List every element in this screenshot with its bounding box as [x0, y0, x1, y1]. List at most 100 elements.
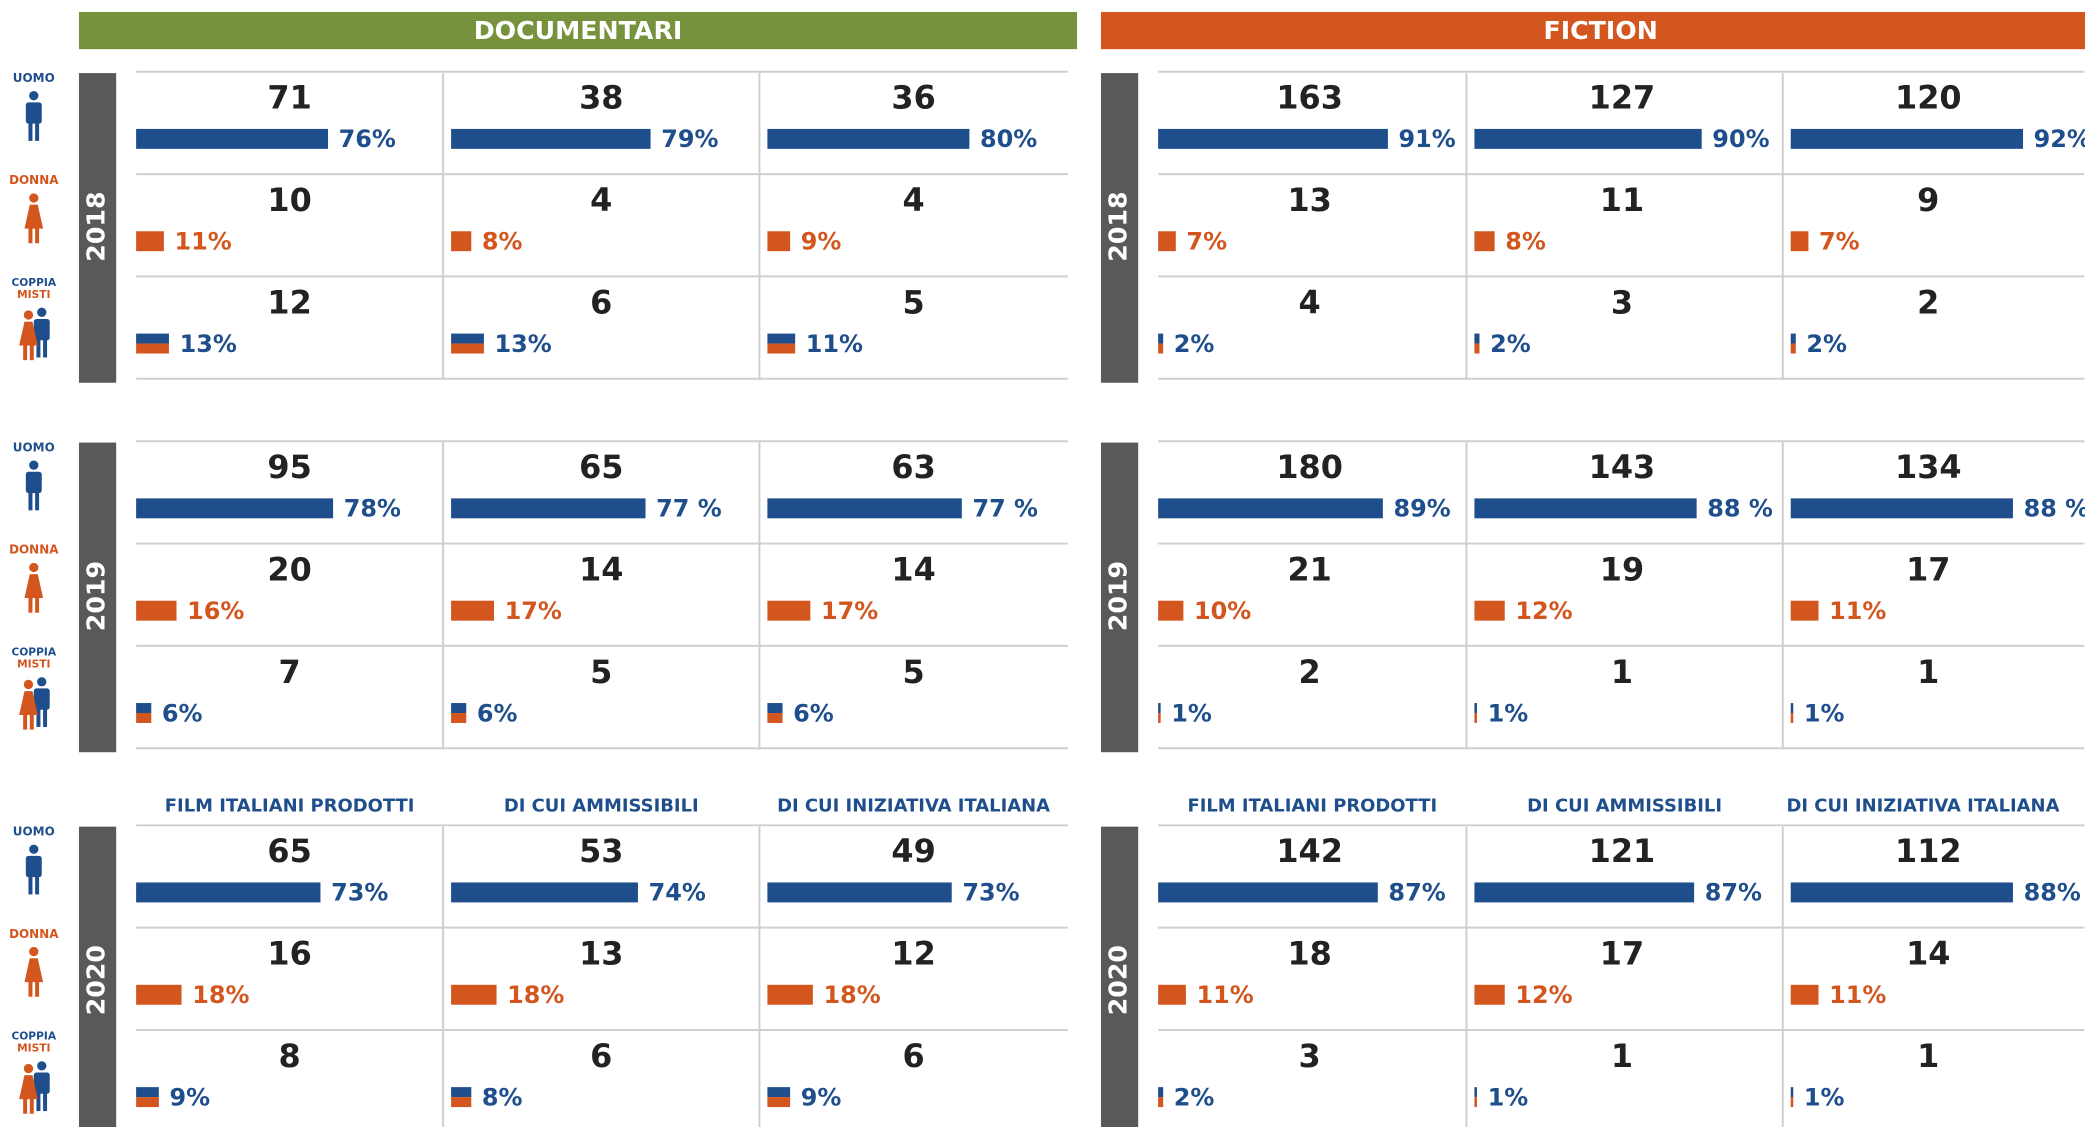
bar — [1790, 882, 2013, 903]
count: 14 — [891, 550, 935, 588]
count: 53 — [579, 832, 623, 870]
year-label: 2020 — [82, 945, 111, 1015]
pct-label: 18% — [192, 981, 249, 1009]
bar — [451, 498, 646, 519]
row-label: MISTI — [17, 1042, 50, 1055]
row-label: UOMO — [13, 440, 55, 454]
row-label: UOMO — [13, 71, 55, 85]
row-label: MISTI — [17, 658, 50, 671]
count: 10 — [267, 181, 311, 219]
pct-label: 7% — [1819, 228, 1860, 256]
icon-body — [24, 204, 44, 229]
bar-top — [136, 1087, 159, 1098]
pct-label: 9% — [801, 1083, 842, 1111]
count: 3 — [1299, 1037, 1321, 1075]
icon-body — [19, 691, 38, 716]
icon-head — [29, 946, 39, 957]
icon-head — [23, 310, 34, 320]
bar — [451, 128, 651, 149]
bar-bottom — [1474, 713, 1477, 723]
bar — [1790, 128, 2024, 149]
year-label: 2018 — [82, 191, 111, 261]
bar-bottom — [767, 1097, 791, 1108]
count: 5 — [590, 653, 612, 691]
pct-label: 88% — [2024, 879, 2081, 907]
bar-bottom — [451, 343, 484, 354]
icon-body — [25, 471, 42, 494]
count: 127 — [1589, 79, 1656, 117]
pct-label: 73% — [962, 879, 1019, 907]
pct-label: 11% — [1829, 981, 1886, 1009]
count: 142 — [1276, 832, 1343, 870]
count: 180 — [1276, 448, 1343, 486]
icon-leg — [28, 594, 33, 613]
column-header: DI CUI AMMISSIBILI — [504, 796, 699, 817]
bar — [1474, 984, 1505, 1005]
count: 6 — [590, 1037, 612, 1075]
bar-top — [451, 703, 467, 714]
column-header: FILM ITALIANI PRODOTTI — [165, 796, 415, 817]
bar — [1790, 600, 1819, 621]
count: 134 — [1895, 448, 1962, 486]
bar-bottom — [1474, 1097, 1477, 1108]
bar — [1158, 498, 1383, 519]
bar-top — [767, 703, 783, 714]
icon-body — [24, 958, 44, 983]
bar-bottom — [1158, 713, 1161, 723]
pct-label: 11% — [1829, 597, 1886, 625]
pct-label: 77 % — [972, 495, 1038, 523]
icon-leg — [29, 1095, 34, 1114]
count: 13 — [579, 935, 623, 973]
year-bar — [1100, 73, 1139, 383]
icon-leg — [35, 875, 40, 895]
bar-top — [1158, 333, 1164, 344]
count: 21 — [1287, 550, 1331, 588]
count: 4 — [1299, 283, 1321, 321]
bar — [1158, 882, 1378, 903]
row-label: DONNA — [9, 543, 59, 557]
icon-leg — [28, 875, 33, 895]
pct-label: 87% — [1388, 879, 1445, 907]
count: 17 — [1906, 550, 1950, 588]
column-header: DI CUI AMMISSIBILI — [1527, 796, 1722, 817]
bar-bottom — [1158, 343, 1164, 354]
count: 143 — [1589, 448, 1656, 486]
bar-top — [1790, 703, 1794, 714]
bar-top — [451, 333, 484, 344]
count: 6 — [902, 1037, 924, 1075]
icon-leg — [35, 594, 40, 613]
icon-body — [25, 855, 42, 878]
count: 1 — [1611, 653, 1633, 691]
count: 19 — [1600, 550, 1644, 588]
icon-leg — [29, 341, 34, 361]
bar-top — [1790, 333, 1796, 344]
pct-label: 1% — [1488, 699, 1529, 727]
bar-bottom — [767, 713, 783, 723]
row-label: COPPIA — [11, 1030, 56, 1043]
pct-label: 7% — [1186, 228, 1227, 256]
count: 5 — [902, 283, 924, 321]
year-label: 2018 — [1104, 191, 1133, 261]
count: 4 — [902, 181, 924, 219]
bar — [1790, 231, 1809, 252]
bar-top — [136, 333, 169, 344]
icon-leg — [36, 338, 41, 358]
row-label: COPPIA — [11, 276, 56, 289]
count: 7 — [279, 653, 301, 691]
bar — [1474, 498, 1697, 519]
pct-label: 6% — [477, 699, 518, 727]
pct-label: 76% — [339, 125, 396, 153]
section-title: FICTION — [1543, 16, 1657, 45]
bar-bottom — [451, 1097, 472, 1108]
count: 14 — [579, 550, 623, 588]
icon-leg — [23, 1095, 28, 1114]
count: 38 — [579, 79, 623, 117]
year-bar — [1100, 826, 1139, 1127]
count: 11 — [1600, 181, 1644, 219]
count: 65 — [579, 448, 623, 486]
count: 12 — [267, 283, 311, 321]
bar — [1158, 231, 1176, 252]
icon-body — [33, 688, 50, 710]
bar-bottom — [136, 343, 169, 354]
